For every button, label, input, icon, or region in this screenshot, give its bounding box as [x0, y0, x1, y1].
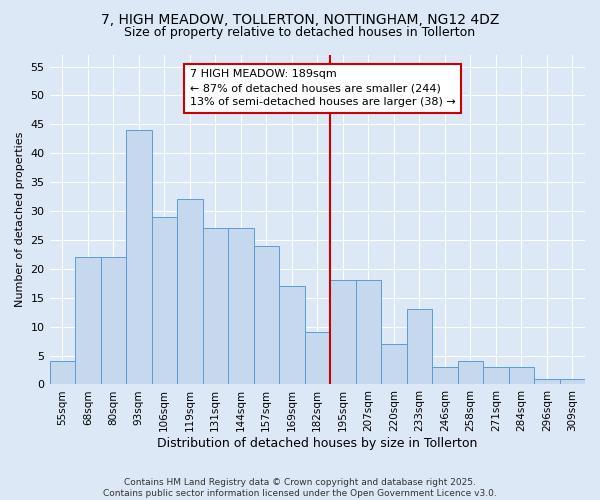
Bar [152, 217, 177, 384]
Y-axis label: Number of detached properties: Number of detached properties [15, 132, 25, 308]
Bar [534, 378, 560, 384]
Bar [126, 130, 152, 384]
Bar [279, 286, 305, 384]
Text: 7 HIGH MEADOW: 189sqm
← 87% of detached houses are smaller (244)
13% of semi-det: 7 HIGH MEADOW: 189sqm ← 87% of detached … [190, 70, 455, 108]
Bar [432, 367, 458, 384]
Bar [330, 280, 356, 384]
Bar [356, 280, 381, 384]
Bar [483, 367, 509, 384]
Bar [254, 246, 279, 384]
Bar [228, 228, 254, 384]
Bar [203, 228, 228, 384]
X-axis label: Distribution of detached houses by size in Tollerton: Distribution of detached houses by size … [157, 437, 478, 450]
Bar [75, 258, 101, 384]
Bar [458, 362, 483, 384]
Text: 7, HIGH MEADOW, TOLLERTON, NOTTINGHAM, NG12 4DZ: 7, HIGH MEADOW, TOLLERTON, NOTTINGHAM, N… [101, 12, 499, 26]
Bar [50, 362, 75, 384]
Bar [381, 344, 407, 385]
Bar [560, 378, 585, 384]
Bar [509, 367, 534, 384]
Bar [101, 258, 126, 384]
Bar [407, 310, 432, 384]
Text: Contains HM Land Registry data © Crown copyright and database right 2025.
Contai: Contains HM Land Registry data © Crown c… [103, 478, 497, 498]
Bar [177, 200, 203, 384]
Bar [305, 332, 330, 384]
Text: Size of property relative to detached houses in Tollerton: Size of property relative to detached ho… [124, 26, 476, 39]
